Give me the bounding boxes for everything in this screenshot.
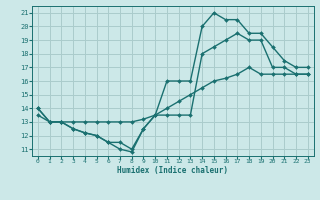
X-axis label: Humidex (Indice chaleur): Humidex (Indice chaleur) (117, 166, 228, 175)
